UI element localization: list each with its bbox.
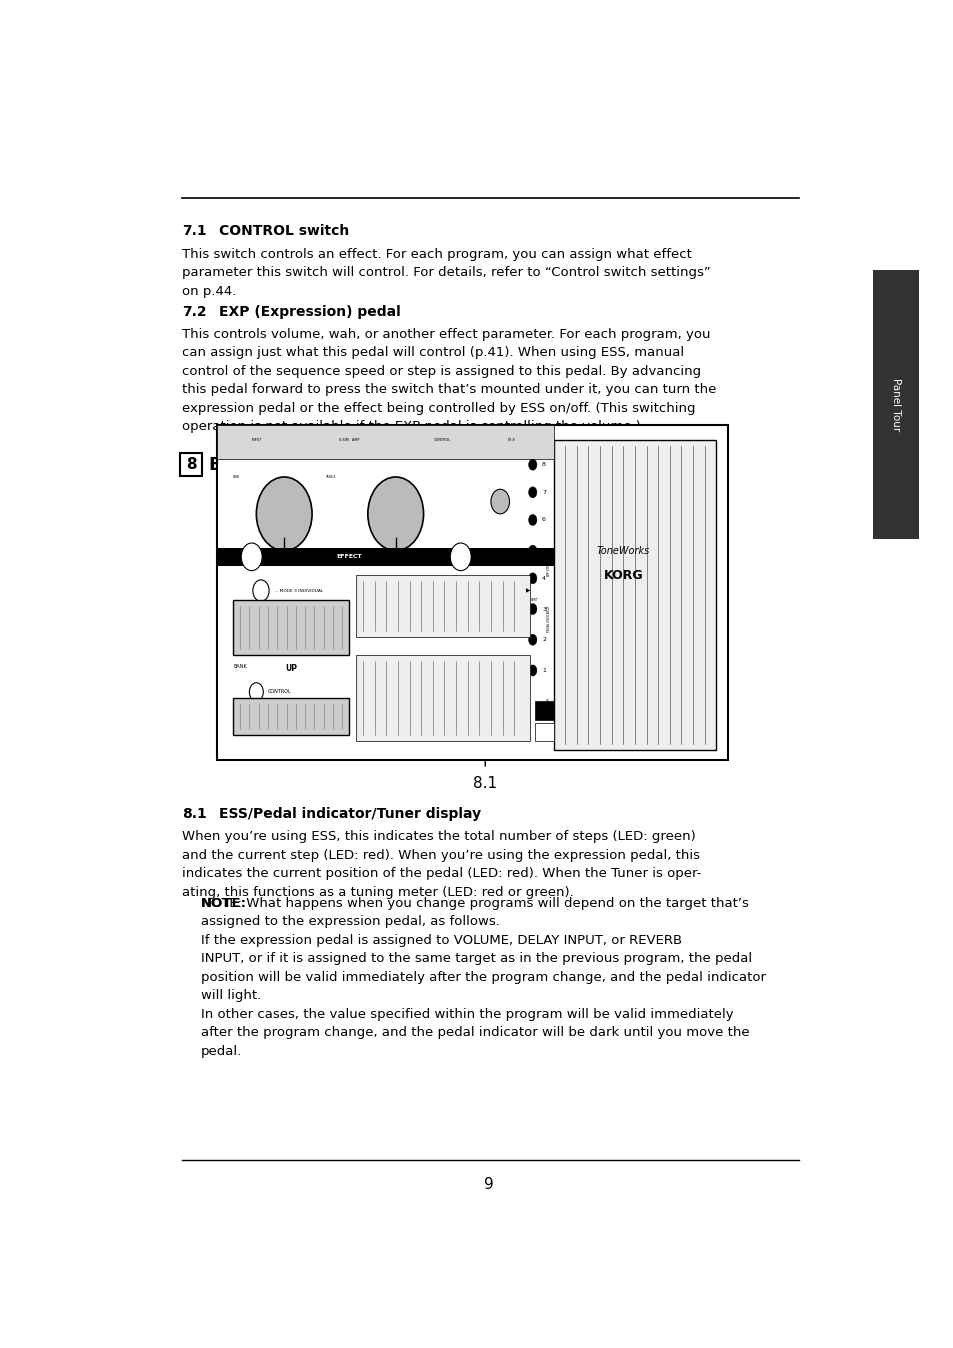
Bar <box>355 576 530 636</box>
Text: Panel Tour: Panel Tour <box>890 377 900 431</box>
Text: SS/: SS/ <box>216 458 240 472</box>
Circle shape <box>528 545 537 557</box>
Text: When you’re using ESS, this indicates the total number of steps (LED: green)
and: When you’re using ESS, this indicates th… <box>182 830 700 899</box>
Text: UP: UP <box>285 665 297 673</box>
Text: CONTROL: CONTROL <box>433 438 451 442</box>
Text: S.SIM   AMP: S.SIM AMP <box>338 438 359 442</box>
Circle shape <box>528 515 537 526</box>
Text: TUNER: TUNER <box>546 698 551 710</box>
Text: 7.2: 7.2 <box>182 305 207 319</box>
Text: 8.1: 8.1 <box>182 807 207 821</box>
Circle shape <box>450 543 471 570</box>
Text: D: D <box>379 456 394 474</box>
Text: EDAL: EDAL <box>243 458 283 472</box>
Text: T: T <box>339 456 352 474</box>
Text: LIMIT: LIMIT <box>530 597 537 601</box>
Text: This switch controls an effect. For each program, you can assign what effect
par: This switch controls an effect. For each… <box>182 248 710 298</box>
Text: 6: 6 <box>541 518 545 523</box>
Circle shape <box>528 665 537 675</box>
Text: 4: 4 <box>541 576 545 581</box>
Text: 8.1: 8.1 <box>473 776 497 791</box>
Text: NOTE: What happens when you change programs will depend on the target that’s
ass: NOTE: What happens when you change progr… <box>200 896 764 1058</box>
Text: EXP·STEP·SPC: EXP·STEP·SPC <box>546 555 551 577</box>
Circle shape <box>368 477 423 551</box>
Circle shape <box>528 634 537 646</box>
Text: INPUT: INPUT <box>251 438 261 442</box>
Circle shape <box>256 477 312 551</box>
Bar <box>355 655 530 741</box>
FancyBboxPatch shape <box>180 453 202 476</box>
Text: UNER: UNER <box>348 458 390 472</box>
Text: NOTE:: NOTE: <box>200 896 246 910</box>
Circle shape <box>528 604 537 615</box>
Text: 1: 1 <box>541 669 545 673</box>
Text: 7: 7 <box>541 489 545 495</box>
Circle shape <box>491 489 509 514</box>
Text: E: E <box>208 456 220 474</box>
Circle shape <box>241 543 262 570</box>
Text: EFFECT: EFFECT <box>336 554 362 559</box>
Text: This controls volume, wah, or another effect parameter. For each program, you
ca: This controls volume, wah, or another ef… <box>182 328 716 433</box>
Circle shape <box>249 682 263 701</box>
Text: ISPLAY: ISPLAY <box>387 458 439 472</box>
Circle shape <box>528 487 537 497</box>
Bar <box>233 600 349 655</box>
Text: FX.8: FX.8 <box>507 438 516 442</box>
Text: 8: 8 <box>186 457 196 472</box>
Text: TREBLE: TREBLE <box>326 474 336 479</box>
Text: CONTROL switch: CONTROL switch <box>219 224 349 239</box>
Text: ESS/Pedal indicator/Tuner display: ESS/Pedal indicator/Tuner display <box>219 807 480 821</box>
Text: 2: 2 <box>541 638 545 642</box>
Text: EXP (Expression) pedal: EXP (Expression) pedal <box>219 305 400 319</box>
Circle shape <box>528 573 537 584</box>
Text: GAIN: GAIN <box>233 474 239 479</box>
Text: I: I <box>274 456 281 474</box>
Bar <box>216 547 553 566</box>
Text: MID: MID <box>326 549 331 553</box>
Bar <box>216 425 553 458</box>
Bar <box>553 441 716 751</box>
Text: BASS: BASS <box>233 549 240 553</box>
Bar <box>535 701 553 720</box>
Circle shape <box>528 460 537 470</box>
Text: KORG: KORG <box>603 569 642 582</box>
Text: 5: 5 <box>541 549 545 553</box>
Text: NDICATOR/: NDICATOR/ <box>283 458 367 472</box>
Text: 8: 8 <box>541 462 545 468</box>
Text: PEDAL INDICATOR: PEDAL INDICATOR <box>546 605 551 631</box>
Text: 3: 3 <box>541 607 545 612</box>
Text: -- MODE 3 INDIVIDUAL: -- MODE 3 INDIVIDUAL <box>274 589 323 593</box>
Circle shape <box>253 580 269 601</box>
Bar <box>535 723 553 741</box>
Text: BANK: BANK <box>233 665 247 670</box>
Text: 9: 9 <box>483 1177 494 1192</box>
Bar <box>233 698 349 735</box>
Text: 7.1: 7.1 <box>182 224 207 239</box>
Text: ToneWorks: ToneWorks <box>596 546 649 555</box>
Text: ▶: ▶ <box>525 588 530 593</box>
Text: P: P <box>234 456 248 474</box>
Text: CONTROL: CONTROL <box>268 689 292 694</box>
